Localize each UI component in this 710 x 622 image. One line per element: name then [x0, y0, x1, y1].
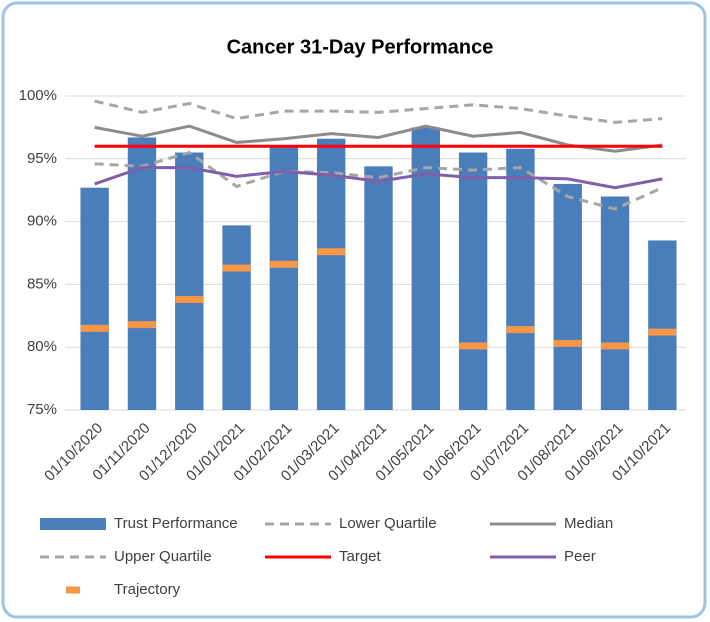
trajectory-marker	[648, 328, 677, 336]
chart-title: Cancer 31-Day Performance	[227, 36, 494, 58]
y-tick-label: 100%	[19, 87, 57, 104]
legend-label: Peer	[564, 548, 596, 565]
bar	[175, 152, 204, 410]
trajectory-marker	[127, 321, 156, 329]
y-tick-label: 80%	[27, 338, 57, 355]
bar	[458, 152, 488, 410]
bar	[80, 187, 109, 410]
trajectory-marker	[269, 260, 298, 268]
y-tick-label: 85%	[27, 275, 57, 292]
bar	[364, 166, 393, 410]
bar	[648, 240, 677, 410]
trajectory-marker	[222, 264, 251, 272]
trajectory-marker	[506, 326, 535, 334]
bar	[506, 148, 535, 410]
trajectory-marker	[601, 342, 630, 350]
legend-label: Median	[564, 515, 613, 532]
trajectory-marker	[317, 248, 346, 256]
bar	[222, 225, 251, 410]
bar	[553, 183, 582, 410]
y-tick-label: 95%	[27, 150, 57, 167]
legend-label: Trust Performance	[114, 515, 238, 532]
legend-swatch	[40, 518, 106, 530]
bar	[317, 138, 346, 411]
trajectory-marker	[80, 324, 109, 332]
line-series	[94, 150, 663, 211]
trajectory-marker	[175, 295, 204, 303]
trajectory-marker	[459, 342, 488, 350]
legend-label: Trajectory	[114, 581, 181, 598]
legend-label: Target	[339, 548, 382, 565]
trajectory-marker	[553, 339, 582, 347]
legend-label: Lower Quartile	[339, 515, 437, 532]
y-tick-label: 75%	[27, 401, 57, 418]
legend-label: Upper Quartile	[114, 548, 212, 565]
bar	[127, 137, 157, 410]
legend-swatch	[66, 586, 80, 594]
line-series	[94, 166, 663, 190]
y-tick-label: 90%	[27, 213, 57, 230]
line-series	[94, 99, 663, 124]
bar	[600, 196, 630, 410]
bar	[269, 146, 299, 411]
